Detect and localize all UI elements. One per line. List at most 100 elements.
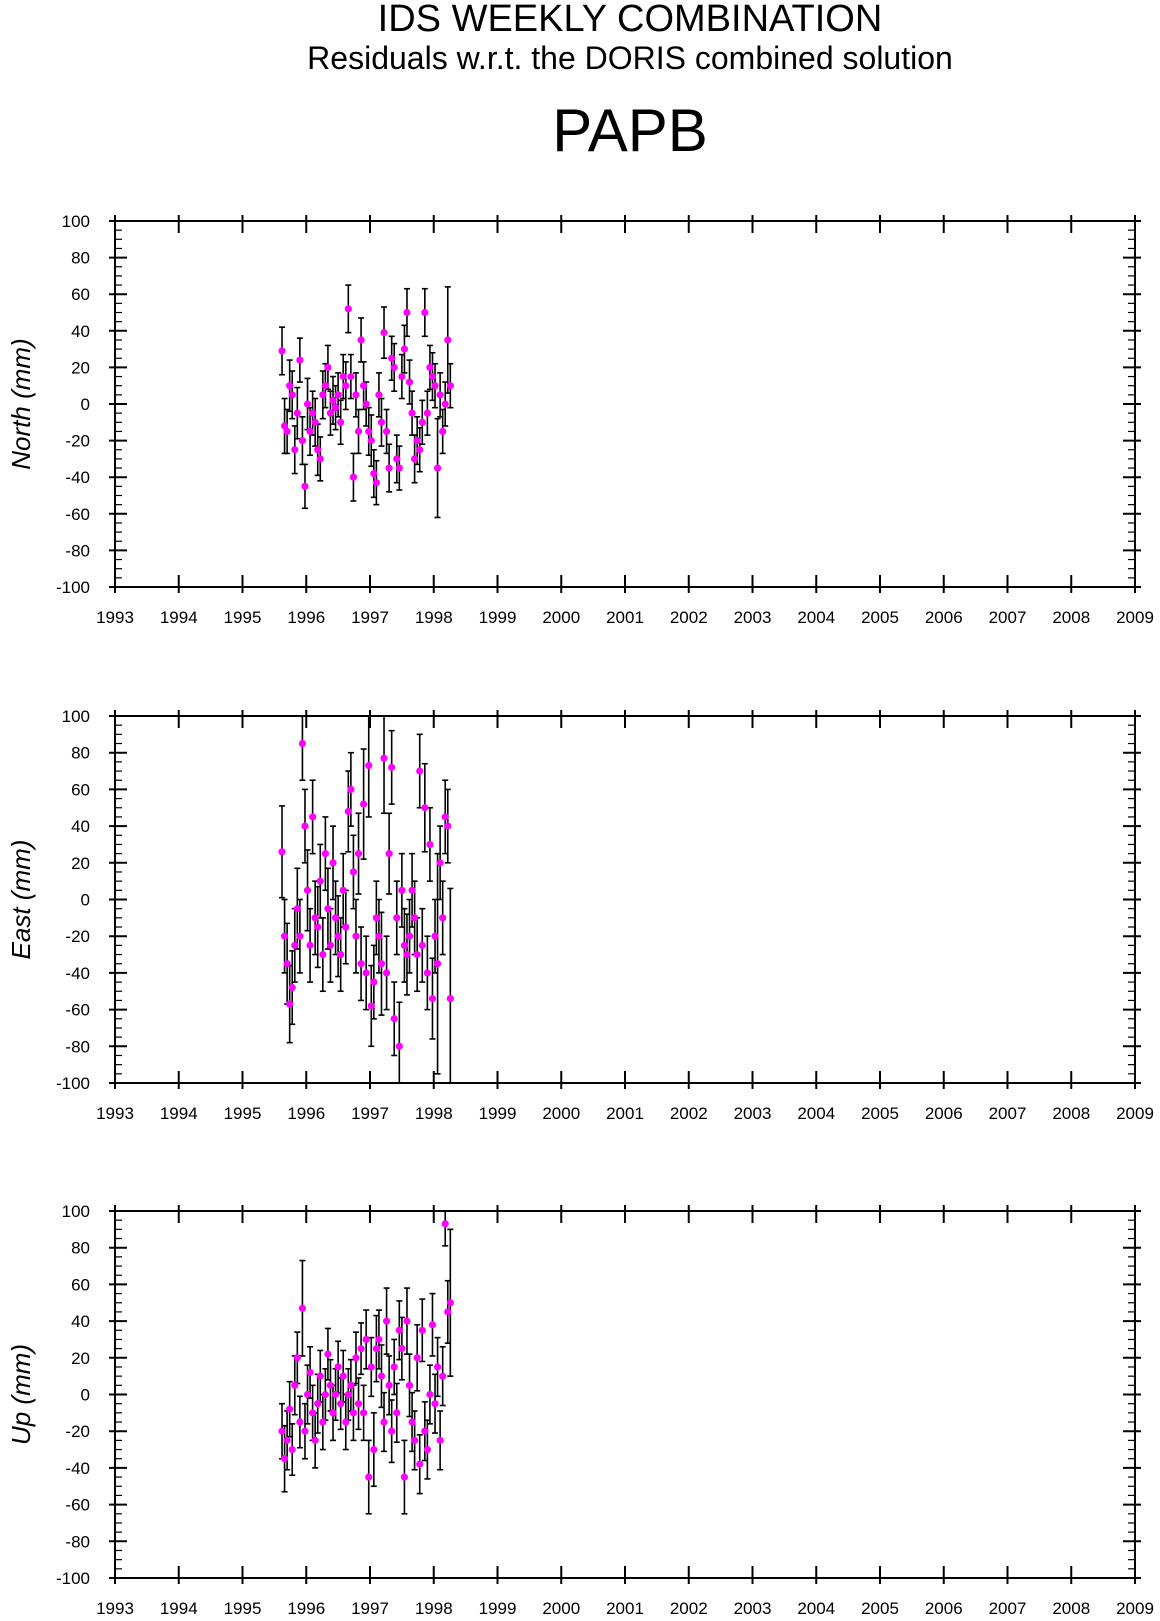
data-point	[352, 391, 360, 399]
data-point	[291, 446, 299, 454]
data-point	[306, 1368, 314, 1377]
data-point	[444, 1308, 452, 1316]
x-tick-label: 2007	[989, 1599, 1027, 1618]
y-tick-label: -40	[65, 468, 90, 487]
data-point	[421, 804, 429, 812]
y-tick-label: 20	[71, 1349, 90, 1368]
data-point	[375, 391, 383, 399]
data-point	[446, 1299, 454, 1307]
x-tick-label: 2004	[797, 608, 835, 627]
data-point	[428, 372, 437, 381]
x-tick-label: 1994	[160, 1599, 198, 1618]
data-point	[433, 1363, 442, 1371]
x-tick-label: 2009	[1116, 1104, 1154, 1123]
data-point	[342, 1418, 350, 1426]
data-point	[344, 305, 352, 313]
data-point	[321, 382, 329, 390]
x-tick-label: 2007	[989, 608, 1027, 627]
data-point	[342, 923, 350, 931]
data-point	[377, 1372, 386, 1380]
data-point	[411, 1436, 419, 1444]
data-point	[433, 464, 442, 472]
data-point	[431, 932, 439, 940]
data-point	[367, 1363, 375, 1371]
data-point	[354, 850, 363, 858]
data-point	[347, 372, 355, 381]
data-point	[349, 473, 358, 481]
data-point	[398, 1345, 406, 1353]
data-point	[288, 1445, 296, 1454]
y-tick-label: 80	[71, 1239, 90, 1258]
y-tick-label: 0	[81, 395, 90, 414]
data-point	[411, 914, 419, 922]
y-tick-label: -40	[65, 964, 90, 983]
y-tick-label: 60	[71, 1275, 90, 1294]
x-tick-label: 1996	[287, 1104, 325, 1123]
data-point	[337, 950, 345, 959]
data-point	[331, 914, 340, 922]
data-point	[436, 391, 444, 399]
data-point	[423, 969, 431, 977]
data-point	[352, 932, 360, 940]
x-tick-label: 2007	[989, 1104, 1027, 1123]
data-point	[316, 455, 324, 463]
data-point	[436, 1436, 444, 1444]
x-tick-label: 2001	[606, 1104, 644, 1123]
data-point	[354, 1400, 363, 1408]
data-point	[390, 1015, 398, 1023]
data-point	[405, 932, 414, 940]
data-point	[291, 1381, 299, 1389]
data-point	[296, 1418, 304, 1426]
x-tick-label: 2008	[1052, 608, 1090, 627]
data-point	[372, 479, 380, 487]
y-tick-label: 80	[71, 744, 90, 763]
data-point	[367, 1002, 375, 1010]
x-tick-label: 1994	[160, 1104, 198, 1123]
y-tick-label: 40	[71, 322, 90, 341]
y-tick-label: -100	[56, 578, 90, 597]
data-point	[314, 446, 322, 454]
data-point	[283, 1436, 291, 1444]
data-point	[398, 372, 406, 381]
data-point	[349, 868, 358, 876]
data-point	[339, 372, 347, 381]
data-point	[278, 848, 286, 856]
east-panel: 100 80 60 40 20 0 -20 -40 -60 -80 -100 1993 1994 1995…	[6, 707, 1154, 1123]
data-point	[357, 336, 365, 344]
data-point	[301, 482, 309, 490]
data-point	[385, 464, 393, 472]
data-point	[326, 409, 335, 417]
data-point	[421, 1427, 429, 1435]
data-point	[370, 469, 378, 478]
data-point	[423, 409, 431, 417]
x-tick-label: 2004	[797, 1104, 835, 1123]
data-layer	[278, 284, 454, 519]
y-axis-label: East (mm)	[6, 840, 36, 960]
station-name: PAPB	[552, 97, 708, 164]
data-point	[393, 455, 401, 463]
data-point	[413, 437, 421, 445]
data-point	[372, 1345, 380, 1353]
x-tick-label: 2008	[1052, 1599, 1090, 1618]
data-point	[377, 418, 386, 426]
data-point	[365, 761, 373, 770]
data-point	[413, 950, 421, 959]
x-tick-label: 1994	[160, 608, 198, 627]
x-tick-label: 2000	[542, 1599, 580, 1618]
data-point	[286, 382, 294, 390]
data-point	[303, 1390, 312, 1399]
data-point	[408, 886, 416, 894]
y-tick-label: -20	[65, 927, 90, 946]
data-point	[352, 1354, 360, 1362]
up-panel: 100 80 60 40 20 0 -20 -40 -60 -80 -100 1993 1994 1995…	[6, 1202, 1154, 1618]
data-point	[301, 822, 309, 830]
x-tick-label: 1996	[287, 608, 325, 627]
data-point	[306, 941, 314, 949]
plot-frame	[114, 715, 1136, 1084]
y-tick-label: -20	[65, 1422, 90, 1441]
data-point	[428, 1321, 437, 1329]
data-point	[385, 1381, 393, 1389]
y-axis-label: North (mm)	[6, 338, 36, 469]
data-point	[426, 1390, 434, 1399]
data-point	[342, 382, 350, 390]
